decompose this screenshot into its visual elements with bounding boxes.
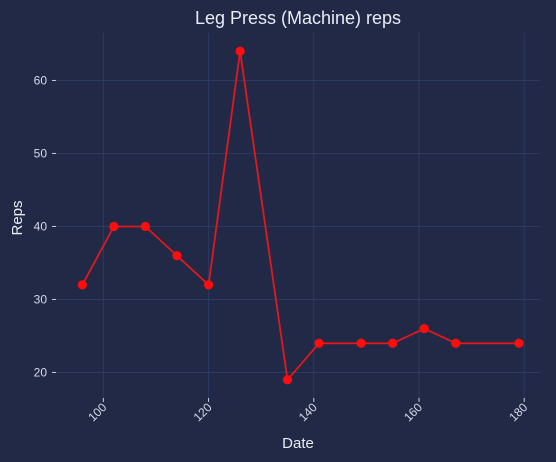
data-point (172, 251, 182, 261)
series-layer (77, 46, 524, 385)
y-tick-label: 60 (34, 73, 48, 87)
axes: 20 30 40 50 60 100 120 140 160 180 (34, 73, 531, 424)
x-axis-label: Date (282, 435, 314, 452)
x-tick-label: 180 (506, 400, 530, 424)
y-tick-label: 20 (34, 365, 48, 379)
x-tick-label: 140 (296, 400, 320, 424)
data-point (419, 324, 429, 334)
data-point (140, 221, 151, 232)
y-tick-label: 30 (34, 292, 48, 306)
data-point (314, 338, 324, 348)
data-point (356, 338, 366, 348)
series-line (81, 50, 519, 381)
data-point (109, 221, 119, 232)
chart-title: Leg Press (Machine) reps (195, 8, 401, 28)
y-tick-label: 40 (34, 219, 48, 233)
data-point (282, 375, 293, 385)
data-point (203, 280, 214, 290)
data-point (514, 338, 524, 348)
x-tick-label: 160 (401, 400, 425, 424)
data-point (451, 338, 461, 348)
data-point (388, 338, 398, 348)
data-point (235, 46, 245, 56)
data-point (77, 280, 87, 290)
y-axis-label: Reps (9, 200, 26, 235)
x-tick-label: 120 (191, 400, 215, 424)
x-tick-label: 100 (85, 400, 109, 424)
y-tick-label: 50 (34, 146, 48, 160)
